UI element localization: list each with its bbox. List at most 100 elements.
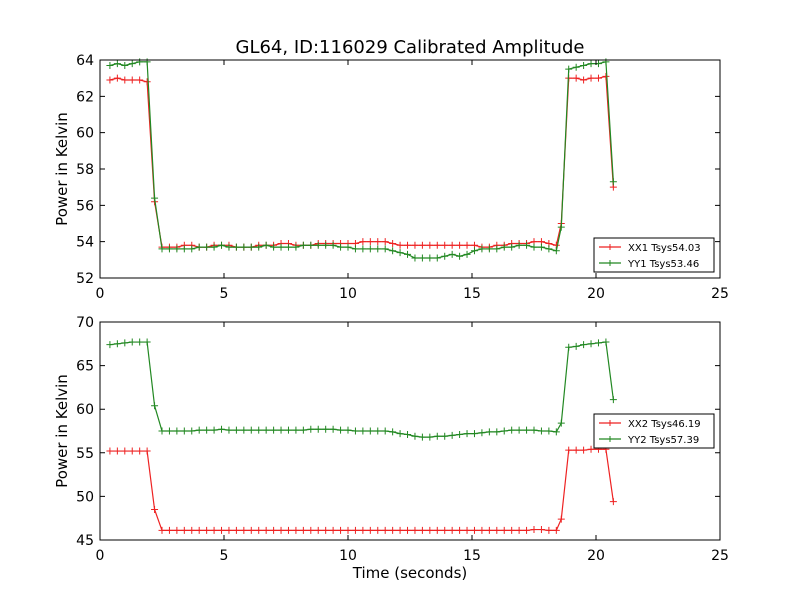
data-point [322,425,330,433]
data-point [322,526,330,534]
data-point [456,252,464,260]
data-point [136,76,144,84]
data-point [218,425,226,433]
data-point [545,245,553,253]
data-point [580,61,588,69]
data-point [180,526,188,534]
data-point [572,446,580,454]
data-point [418,254,426,262]
legend-marker [607,244,613,250]
data-point [203,526,211,534]
plot-frame [99,321,721,541]
data-point [113,74,121,82]
data-point [374,526,382,534]
data-point [173,526,181,534]
data-point [210,526,218,534]
data-point [106,341,114,349]
data-point [143,58,151,66]
data-point [121,61,129,69]
data-point [359,245,367,253]
data-point [136,58,144,66]
data-point [515,426,523,434]
x-tick-label: 5 [220,286,229,302]
data-point [433,432,441,440]
data-point [587,340,595,348]
series-1 [106,445,617,534]
x-tick-label: 0 [96,286,105,302]
legend: XX2 Tsys46.19 YY2 Tsys57.39 [593,413,715,449]
data-point [240,526,248,534]
data-point [337,243,345,251]
data-point [456,526,464,534]
data-point [381,526,389,534]
data-point [530,426,538,434]
data-point [292,526,300,534]
data-point [165,427,173,435]
data-point [165,245,173,253]
data-point [389,428,397,436]
data-point [381,238,389,246]
data-point [232,243,240,251]
data-point [418,241,426,249]
legend-marker [607,436,613,442]
chart-title: GL64, ID:116029 Calibrated Amplitude [236,37,585,58]
data-point [557,515,565,523]
data-point [433,254,441,262]
data-point [292,243,300,251]
data-point [188,427,196,435]
data-point [143,338,151,346]
data-point [456,241,464,249]
data-point [188,245,196,253]
data-point [232,426,240,434]
data-point [426,254,434,262]
y-tick-label: 54 [76,235,94,251]
data-point [411,241,419,249]
x-tick-label: 5 [220,548,229,564]
data-point [500,243,508,251]
data-point [381,245,389,253]
data-point [322,241,330,249]
top-panel: 0 5 10 15 20 25 52 54 56 58 60 62 64 Power in Kelvin X… [53,53,729,302]
data-point [609,396,617,404]
data-point [351,245,359,253]
data-point [366,245,374,253]
data-point [121,447,129,455]
data-point [255,243,263,251]
data-point [247,426,255,434]
data-point [128,60,136,68]
data-point [418,526,426,534]
data-point [515,526,523,534]
data-point [128,76,136,84]
data-point [255,526,263,534]
y-tick-label: 65 [76,359,94,375]
legend-label: YY2 Tsys57.39 [627,435,699,446]
data-point [366,427,374,435]
data-point [121,76,129,84]
data-point [284,526,292,534]
data-point [389,526,397,534]
data-point [165,526,173,534]
data-point [572,342,580,350]
data-point [485,428,493,436]
data-point [180,427,188,435]
data-point [508,426,516,434]
data-point [262,241,270,249]
data-point [500,526,508,534]
data-point [493,526,501,534]
data-point [262,526,270,534]
data-point [344,243,352,251]
data-point [602,58,610,66]
data-point [270,243,278,251]
data-point [225,243,233,251]
data-point [344,526,352,534]
data-point [602,338,610,346]
data-point [195,526,203,534]
data-point [299,426,307,434]
data-point [545,427,553,435]
data-point [463,250,471,258]
y-tick-label: 50 [76,489,94,505]
data-point [609,498,617,506]
data-point [456,430,464,438]
legend-box [593,237,715,273]
data-point [359,427,367,435]
